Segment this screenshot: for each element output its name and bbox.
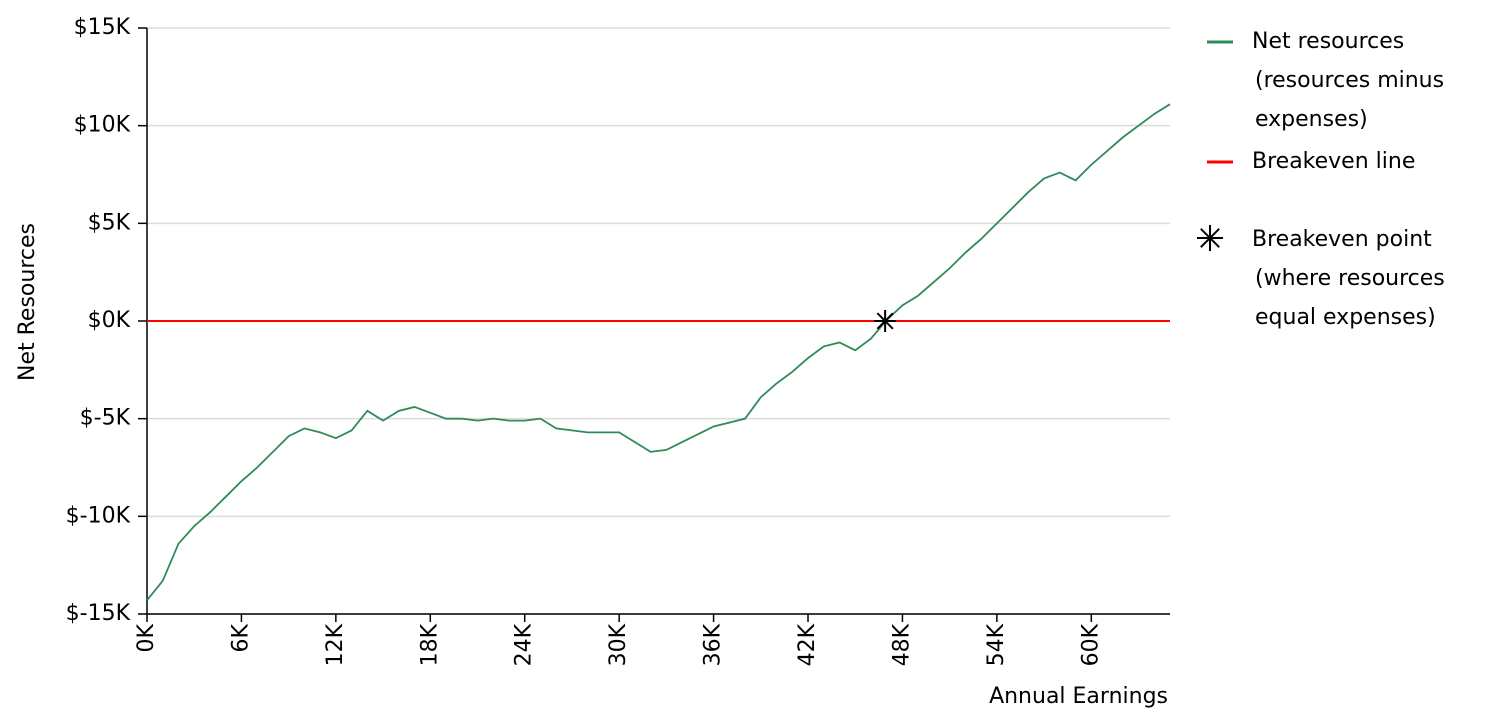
x-tick-label: 36K — [701, 623, 726, 666]
y-tick-label: $10K — [74, 113, 131, 138]
x-tick-label: 60K — [1078, 623, 1103, 666]
x-tick-label: 12K — [323, 623, 348, 666]
x-tick-label: 48K — [889, 623, 914, 666]
x-axis-label: Annual Earnings — [989, 684, 1168, 709]
y-tick-label: $-15K — [66, 601, 131, 626]
legend-label: Net resources — [1252, 29, 1404, 54]
y-tick-label: $0K — [88, 308, 131, 333]
y-axis-label: Net Resources — [15, 223, 40, 381]
legend-label: (resources minus — [1255, 68, 1444, 93]
legend-label: equal expenses) — [1255, 305, 1436, 330]
breakeven-point-stroke — [876, 312, 894, 330]
legend-swatch — [1197, 225, 1223, 251]
legend-swatch-stroke — [1200, 228, 1220, 248]
x-tick-label: 30K — [606, 623, 631, 666]
series-line — [146, 103, 1171, 601]
legend-label: (where resources — [1255, 266, 1445, 291]
y-tick-label: $5K — [88, 210, 131, 235]
x-tick-label: 6K — [228, 623, 253, 652]
legend-label: expenses) — [1255, 107, 1368, 132]
breakeven-point — [874, 310, 897, 332]
y-tick-label: $15K — [74, 15, 131, 40]
y-tick-label: $-10K — [66, 503, 131, 528]
x-tick-label: 0K — [134, 623, 159, 652]
x-tick-label: 42K — [795, 623, 820, 666]
y-tick-label: $-5K — [80, 406, 131, 431]
x-tick-label: 24K — [512, 623, 537, 666]
legend-label: Breakeven line — [1252, 149, 1415, 174]
x-tick-label: 18K — [417, 623, 442, 666]
legend-label: Breakeven point — [1252, 227, 1432, 252]
x-tick-label: 54K — [984, 623, 1009, 666]
